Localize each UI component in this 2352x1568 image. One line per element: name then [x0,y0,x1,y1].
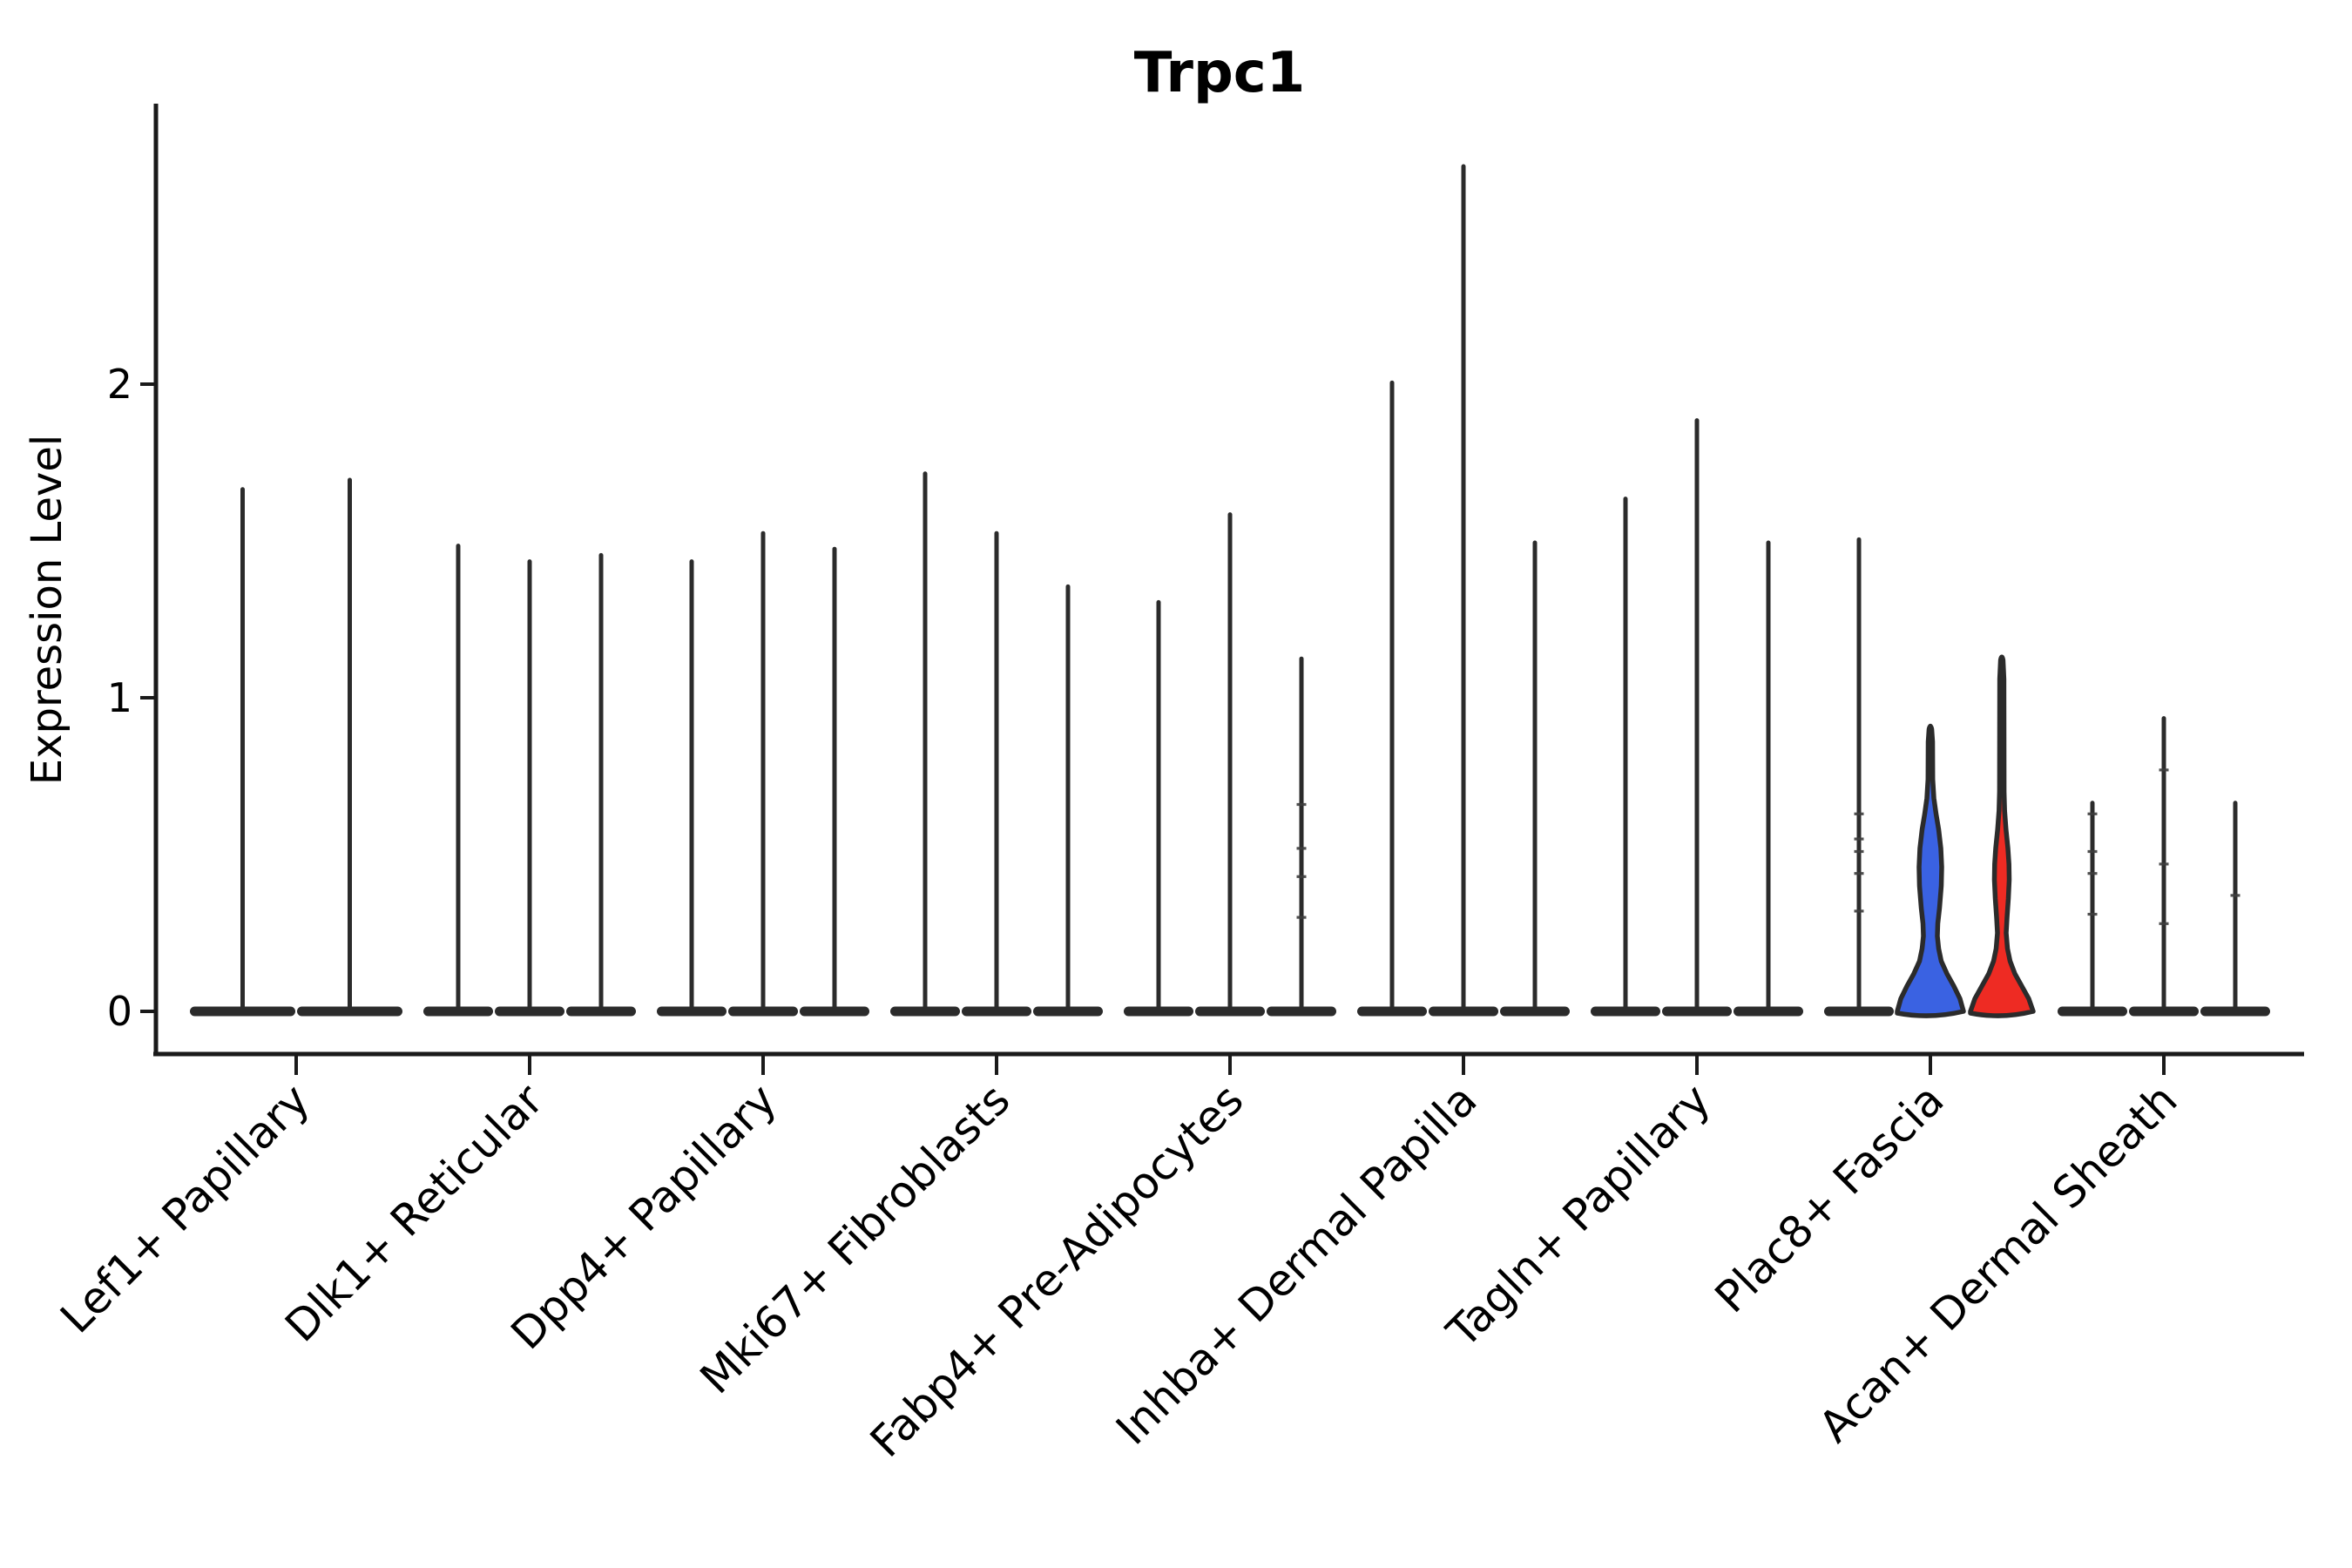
violin-base [1124,1006,1193,1017]
y-tick-label-2: 2 [107,361,132,408]
x-tick-label: Lef1+ Papillary [51,1074,319,1342]
cell-point-dash [2087,872,2098,875]
y-tick-label-0: 0 [107,988,132,1035]
violin-base [657,1006,727,1017]
cell-point-dash [1854,849,1864,854]
chart-title: Trpc1 [1134,41,1305,105]
violin-base [1033,1006,1103,1017]
cell-point-dash [1296,875,1307,878]
violin-base [1267,1006,1336,1017]
violin-base [423,1006,493,1017]
violin-base [566,1006,636,1017]
cell-point-dash [2230,894,2240,897]
cell-point-dash [1296,847,1307,850]
cell-point-dash [1854,812,1864,815]
cell-point-dash [2159,768,2169,772]
violin-base [2200,1006,2270,1017]
cell-point-dash [2087,912,2098,916]
cell-point-dash [2159,862,2169,866]
cell-point-dash [1296,916,1307,919]
cell-point-dash [1296,802,1307,807]
violin-base [1500,1006,1570,1017]
violin-base [190,1006,295,1017]
x-tick-label: Plac8+ Fascia [1706,1074,1954,1322]
cell-point-dash [2087,812,2098,815]
violin-base [890,1006,960,1017]
cell-point-dash [1854,837,1864,841]
violin-base [1429,1006,1498,1017]
y-axis-label: Expression Level [23,435,71,786]
violin-base [2058,1006,2127,1017]
violin-base [297,1006,402,1017]
violin-base [800,1006,869,1017]
violin-blue [1895,723,1966,1018]
cell-point-dash [1854,909,1864,913]
violin-base [1195,1006,1265,1017]
cell-point-dash [2159,922,2169,925]
violin-base [962,1006,1031,1017]
violin-base [1734,1006,1803,1017]
violin-base [1662,1006,1732,1017]
cell-point-dash [1854,872,1864,875]
violin-base [1591,1006,1660,1017]
violin-red [1968,654,2036,1018]
y-tick-label-1: 1 [107,674,132,721]
violin-base [1357,1006,1427,1017]
violin-base [1824,1006,1894,1017]
cell-point-dash [2087,849,2098,854]
violin-base [728,1006,798,1017]
x-tick-label: Fabp4+ Pre-Adipocytes [861,1074,1254,1467]
violin-base [2129,1006,2199,1017]
violin-base [495,1006,564,1017]
x-tick-label: Dlk1+ Reticular [275,1074,552,1351]
